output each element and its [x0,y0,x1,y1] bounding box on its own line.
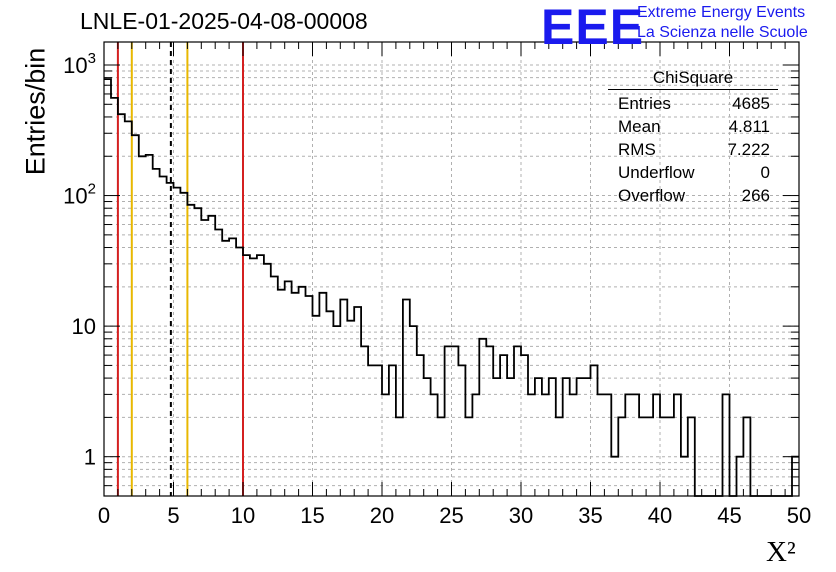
stats-value: 4.811 [728,117,770,136]
x-tick-label: 0 [98,503,110,528]
grid-lines [104,42,799,497]
stats-value: 7.222 [727,140,770,159]
y-axis-label: Entries/bin [20,47,51,176]
stats-row-rms: RMS 7.222 [608,138,778,161]
histogram-line [104,78,799,497]
x-axis-label: X² [766,536,796,568]
x-tick-label: 40 [648,503,672,528]
x-tick-label: 15 [300,503,324,528]
y-tick-label: 10 [72,314,96,339]
x-tick-label: 5 [167,503,179,528]
stats-label: Overflow [618,186,686,205]
stats-row-overflow: Overflow 266 [608,184,778,207]
stats-row-entries: Entries 4685 [608,92,778,115]
x-tick-label: 50 [787,503,811,528]
x-tick-label: 45 [717,503,741,528]
stats-value: 266 [741,186,770,205]
stats-box: ChiSquare Entries 4685 Mean 4.811 RMS 7.222… [608,68,778,207]
chart-title: LNLE-01-2025-04-08-00008 [80,8,368,34]
y-tick-label: 1 [84,445,96,470]
x-tick-label: 35 [578,503,602,528]
logo-line-2: La Scienza nelle Scuole [637,24,808,41]
stats-value: 0 [760,163,770,182]
stats-label: Underflow [618,163,695,182]
stats-row-underflow: Underflow 0 [608,161,778,184]
stats-title: ChiSquare [608,68,778,90]
stats-label: Entries [618,94,671,113]
stats-row-mean: Mean 4.811 [608,115,778,138]
histogram-bars [104,78,799,497]
stats-value: 4685 [732,94,770,113]
x-tick-label: 30 [509,503,533,528]
y-tick-label: 102 [63,181,96,209]
x-tick-label: 25 [439,503,463,528]
axis-ticks [103,42,800,497]
eee-logo: EEE [541,0,645,55]
stats-label: RMS [618,140,656,159]
x-tick-label: 20 [370,503,394,528]
x-tick-label: 10 [231,503,255,528]
reference-lines [116,42,244,496]
y-tick-label: 103 [63,50,96,78]
tick-labels: 0 5 10 15 20 25 30 35 40 45 50 1 10 102 103 [63,50,811,528]
stats-label: Mean [618,117,661,136]
logo-line-1: Extreme Energy Events [637,4,806,21]
